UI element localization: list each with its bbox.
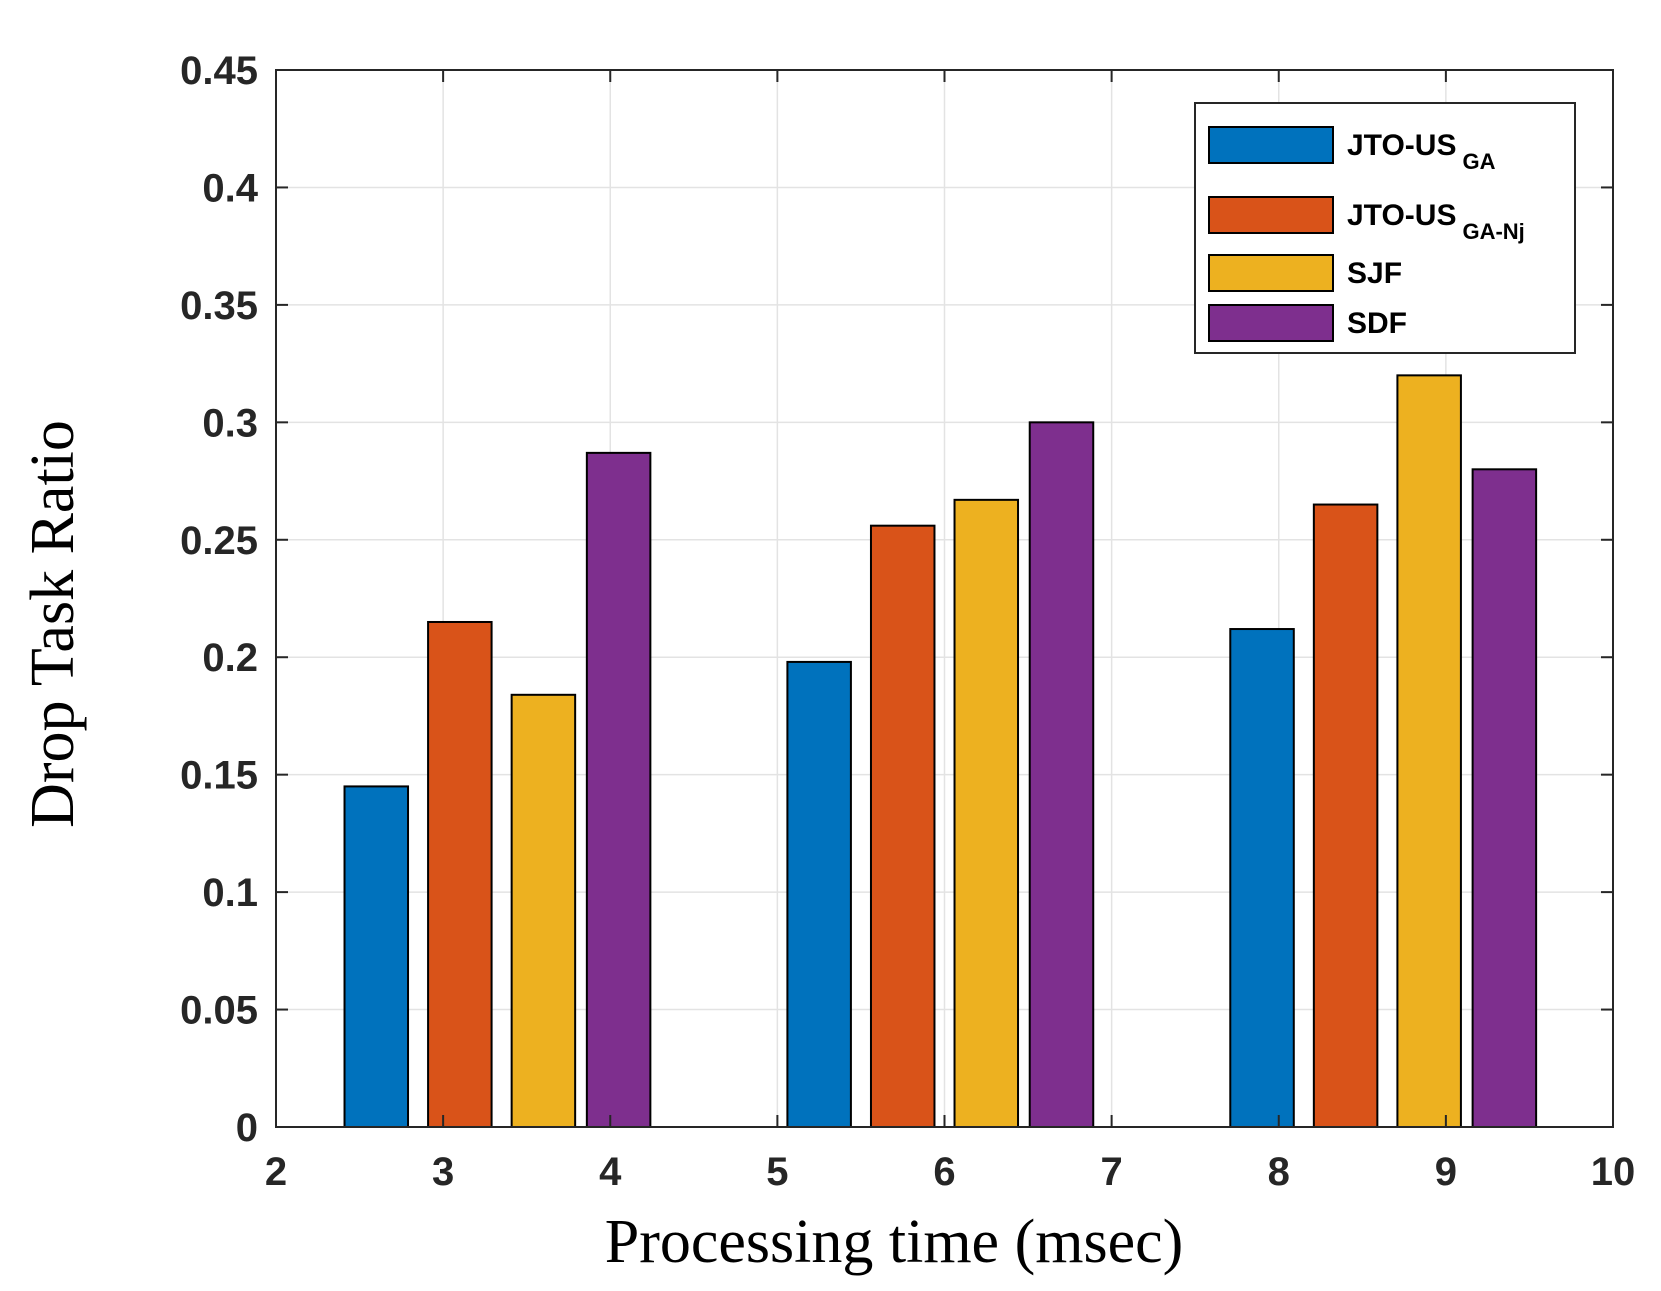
x-tick-label: 7 (1101, 1150, 1123, 1194)
legend-swatch (1208, 126, 1334, 164)
x-tick-label: 3 (432, 1150, 454, 1194)
x-tick-label: 8 (1268, 1150, 1290, 1194)
y-tick-label: 0.3 (202, 401, 258, 445)
y-tick-labels: 0 0.05 0.1 0.15 0.2 0.25 0.3 0.35 0.4 0.45 (180, 49, 259, 1150)
y-tick-label: 0.45 (180, 49, 258, 93)
legend-label-subscript: GA (1462, 149, 1495, 174)
axis-ticks (275, 69, 1614, 1128)
bar-1-group-3 (1229, 628, 1295, 1129)
legend-label: SDF (1347, 307, 1407, 340)
y-tick-label: 0.35 (180, 284, 258, 328)
legend-label-main: JTO-US (1347, 129, 1456, 162)
x-axis-label: Processing time (msec) (605, 1208, 1184, 1276)
legend-label-subscript: GA-Nj (1462, 219, 1524, 244)
x-tick-label: 2 (265, 1150, 287, 1194)
y-tick-label: 0.25 (180, 519, 258, 563)
legend-label: JTO-US GA (1347, 129, 1496, 174)
x-tick-label: 4 (599, 1150, 622, 1194)
bar-3-group-2 (953, 498, 1020, 1128)
bar-1-group-2 (786, 660, 852, 1128)
y-tick-label: 0.15 (180, 754, 258, 798)
legend-swatch (1208, 304, 1334, 342)
legend-swatch (1208, 254, 1334, 292)
x-tick-label: 5 (766, 1150, 788, 1194)
bar-4-group-3 (1471, 468, 1538, 1128)
y-tick-label: 0.1 (202, 871, 258, 915)
y-tick-label: 0 (236, 1106, 258, 1150)
legend-label-main: JTO-US (1347, 199, 1456, 232)
x-tick-label: 6 (933, 1150, 955, 1194)
bar-2-group-2 (869, 524, 936, 1128)
x-tick-label: 9 (1435, 1150, 1457, 1194)
legend-label: JTO-US GA-Nj (1347, 199, 1525, 244)
legend-label: SJF (1347, 257, 1402, 290)
x-tick-labels: 2 3 4 5 6 7 8 9 10 (265, 1150, 1635, 1194)
y-tick-label: 0.4 (202, 166, 258, 210)
bar-4-group-2 (1028, 421, 1095, 1129)
bar-3-group-1 (510, 693, 577, 1128)
bar-4-group-1 (585, 451, 652, 1128)
legend-label-main: SJF (1347, 257, 1402, 290)
bar-2-group-3 (1312, 503, 1379, 1128)
legend-swatch (1208, 196, 1334, 234)
y-tick-label: 0.2 (202, 636, 258, 680)
bar-3-group-3 (1396, 374, 1462, 1129)
grid-lines (276, 70, 1613, 1127)
bar-2-group-1 (427, 620, 493, 1128)
y-axis-label: Drop Task Ratio (19, 420, 87, 828)
x-tick-label: 10 (1591, 1150, 1636, 1194)
bar-1-group-1 (343, 785, 410, 1129)
bars (343, 374, 1538, 1129)
legend-label-main: SDF (1347, 307, 1407, 340)
y-tick-label: 0.05 (180, 989, 258, 1033)
